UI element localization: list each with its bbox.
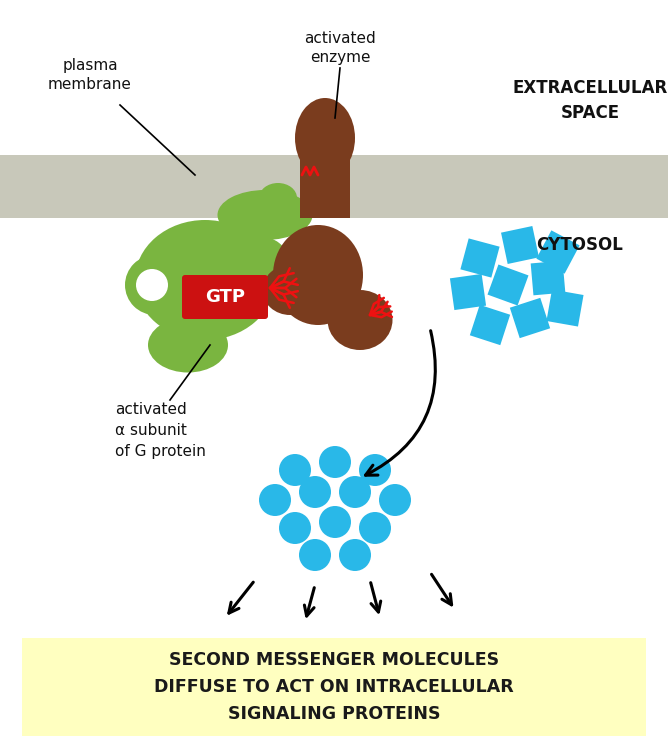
Text: SECOND MESSENGER MOLECULES
DIFFUSE TO ACT ON INTRACELLULAR
SIGNALING PROTEINS: SECOND MESSENGER MOLECULES DIFFUSE TO AC… [154, 651, 514, 723]
Text: plasma
membrane: plasma membrane [48, 58, 132, 93]
Polygon shape [450, 274, 486, 310]
Polygon shape [536, 230, 580, 274]
Circle shape [319, 506, 351, 538]
Text: GTP: GTP [205, 288, 245, 306]
Text: activated
enzyme: activated enzyme [304, 31, 376, 65]
Polygon shape [470, 305, 510, 345]
Ellipse shape [218, 190, 313, 240]
Circle shape [279, 512, 311, 544]
Circle shape [359, 512, 391, 544]
Bar [300, 155, 350, 218]
Ellipse shape [263, 265, 317, 315]
Polygon shape [530, 260, 565, 295]
Circle shape [259, 484, 291, 516]
Circle shape [299, 476, 331, 508]
Polygon shape [501, 226, 539, 264]
Polygon shape [546, 289, 584, 327]
Circle shape [339, 539, 371, 571]
Ellipse shape [273, 225, 363, 325]
Circle shape [299, 539, 331, 571]
Circle shape [359, 454, 391, 486]
FancyBboxPatch shape [182, 275, 268, 319]
Bar [22, 638, 646, 736]
Text: CYTOSOL: CYTOSOL [536, 236, 623, 254]
Circle shape [279, 454, 311, 486]
Text: activated
α subunit
of G protein: activated α subunit of G protein [115, 402, 206, 459]
Circle shape [339, 476, 371, 508]
Ellipse shape [125, 255, 185, 315]
Polygon shape [510, 298, 550, 338]
Text: EXTRACELLULAR
SPACE: EXTRACELLULAR SPACE [512, 79, 667, 121]
Ellipse shape [148, 317, 228, 373]
Ellipse shape [259, 183, 297, 213]
Polygon shape [460, 239, 500, 278]
Circle shape [379, 484, 411, 516]
Circle shape [319, 446, 351, 478]
Ellipse shape [136, 269, 168, 301]
Ellipse shape [135, 220, 275, 340]
Polygon shape [488, 265, 528, 305]
Ellipse shape [295, 98, 355, 178]
Ellipse shape [327, 290, 393, 350]
Ellipse shape [228, 236, 288, 284]
Bar [0, 155, 668, 218]
